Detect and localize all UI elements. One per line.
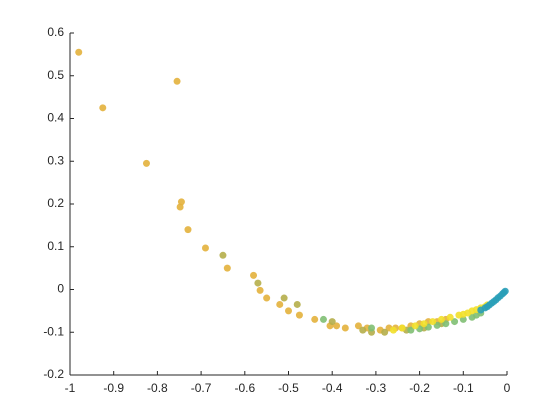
point xyxy=(398,324,406,332)
point xyxy=(184,226,192,234)
point xyxy=(411,322,419,330)
y-tick-label: -0.1 xyxy=(43,324,64,338)
point xyxy=(256,286,264,294)
point xyxy=(420,320,428,328)
x-tick-label: -0.3 xyxy=(366,381,387,395)
x-tick-label: -0.5 xyxy=(278,381,299,395)
y-tick-label: 0.3 xyxy=(47,153,64,167)
point xyxy=(442,320,450,328)
x-tick-label: -0.2 xyxy=(409,381,430,395)
point xyxy=(341,324,349,332)
point xyxy=(276,300,284,308)
point xyxy=(333,322,341,330)
x-tick-label: -0.4 xyxy=(322,381,343,395)
point xyxy=(389,326,397,334)
point xyxy=(263,294,271,302)
point xyxy=(280,294,288,302)
point xyxy=(99,104,107,112)
x-tick-label: -1 xyxy=(65,381,76,395)
point xyxy=(446,313,454,321)
point xyxy=(75,48,83,56)
y-tick-label: -0.2 xyxy=(43,367,64,381)
point xyxy=(451,318,459,326)
y-tick-label: 0.4 xyxy=(47,111,64,125)
y-tick-label: 0 xyxy=(57,282,64,296)
point xyxy=(285,307,292,315)
y-tick-label: 0.6 xyxy=(47,25,64,39)
point xyxy=(311,315,319,323)
point xyxy=(437,315,445,323)
point xyxy=(319,315,327,323)
point xyxy=(176,203,184,211)
point xyxy=(429,318,437,326)
point xyxy=(173,77,181,85)
point xyxy=(368,324,376,332)
point xyxy=(142,159,150,167)
x-tick-label: -0.9 xyxy=(103,381,124,395)
point xyxy=(223,264,231,272)
y-tick-label: 0.5 xyxy=(47,68,64,82)
point xyxy=(328,318,336,326)
point xyxy=(295,311,303,319)
x-tick-label: -0.7 xyxy=(191,381,212,395)
y-tick-label: 0.2 xyxy=(47,196,64,210)
x-tick-label: -0.6 xyxy=(234,381,255,395)
point xyxy=(459,315,467,323)
x-tick-label: 0 xyxy=(504,381,511,395)
point xyxy=(407,326,415,334)
point xyxy=(354,322,362,330)
y-tick-label: 0.1 xyxy=(47,239,64,253)
point xyxy=(250,271,258,279)
point xyxy=(293,300,301,308)
x-tick-label: -0.8 xyxy=(147,381,168,395)
point xyxy=(201,244,209,252)
point xyxy=(381,328,389,336)
x-tick-label: -0.1 xyxy=(453,381,474,395)
point xyxy=(501,287,509,295)
point xyxy=(219,251,227,259)
point xyxy=(254,279,262,287)
point xyxy=(359,326,367,334)
